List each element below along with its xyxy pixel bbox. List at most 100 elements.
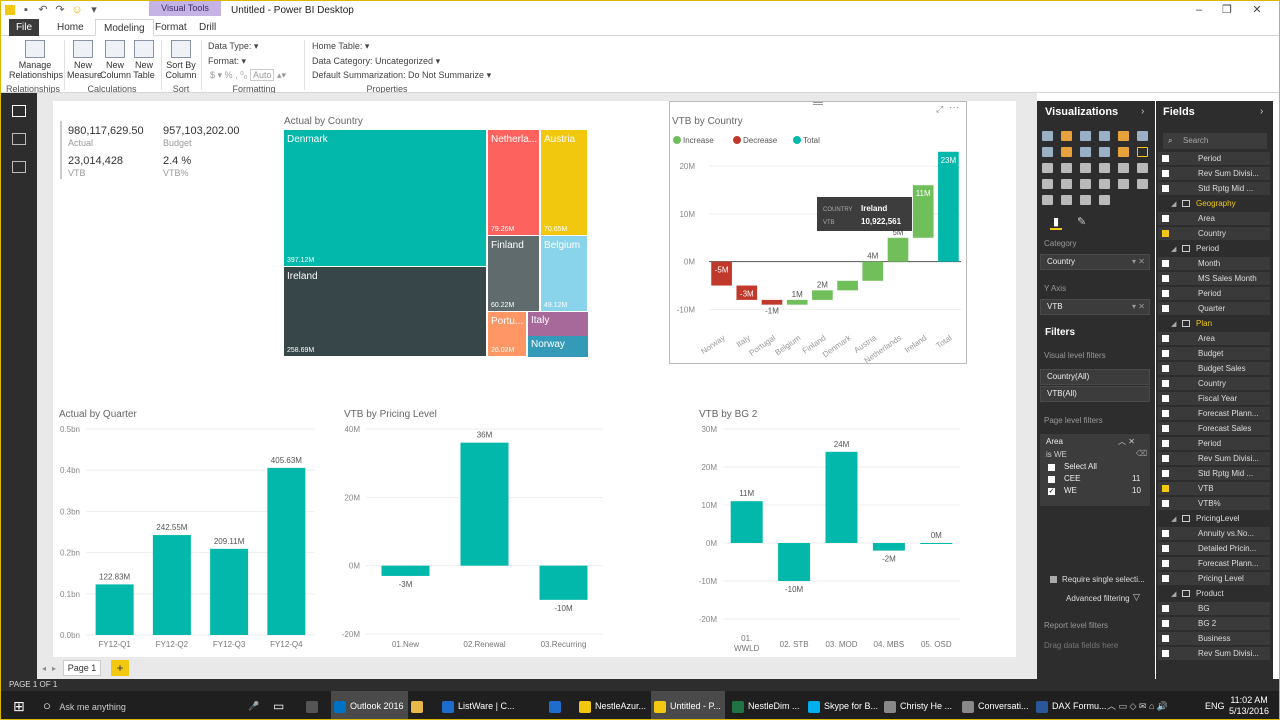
page-scroll-left-icon[interactable]: ◂: [42, 664, 47, 673]
treemap-tile[interactable]: Ireland 258.69M: [284, 267, 487, 357]
field-item[interactable]: Detailed Pricin...: [1158, 542, 1270, 555]
field-item[interactable]: Rev Sum Divisi...: [1158, 452, 1270, 465]
visual-type-icon[interactable]: [1137, 147, 1148, 157]
home-table-dropdown[interactable]: Home Table: ▾: [312, 41, 370, 51]
field-item[interactable]: Area: [1158, 212, 1270, 225]
add-page-button[interactable]: +: [111, 660, 129, 676]
field-item[interactable]: Budget Sales: [1158, 362, 1270, 375]
filter-vtb[interactable]: VTB(All): [1040, 386, 1150, 402]
field-item[interactable]: Fiscal Year: [1158, 392, 1270, 405]
more-options-icon[interactable]: ···: [949, 102, 959, 113]
field-item[interactable]: BG 2: [1158, 617, 1270, 630]
advanced-filtering-link[interactable]: Advanced filtering: [1066, 594, 1130, 603]
visual-type-icon[interactable]: [1137, 131, 1148, 141]
edge-browser-icon[interactable]: [549, 691, 565, 719]
tab-home[interactable]: Home: [57, 22, 84, 33]
treemap-tile[interactable]: Portu... 26.02M: [488, 312, 527, 357]
windows-start-icon[interactable]: ⊞: [13, 698, 25, 714]
taskbar-app[interactable]: Outlook 2016: [331, 691, 408, 719]
treemap-tile[interactable]: Italy: [528, 312, 588, 336]
field-item[interactable]: Forecast Plann...: [1158, 407, 1270, 420]
default-summarization-dropdown[interactable]: Default Summarization: Do Not Summarize …: [312, 70, 492, 80]
minimize-button[interactable]: –: [1195, 4, 1203, 16]
field-checkbox[interactable]: [1162, 560, 1169, 567]
visual-type-icon[interactable]: [1042, 179, 1053, 189]
treemap-tile[interactable]: Denmark 397.12M: [284, 130, 487, 267]
customize-qat-icon[interactable]: ▾: [91, 4, 97, 16]
field-checkbox[interactable]: [1162, 260, 1169, 267]
save-icon[interactable]: ▪: [24, 4, 28, 16]
field-checkbox[interactable]: [1162, 365, 1169, 372]
file-explorer-icon[interactable]: [411, 691, 427, 719]
field-checkbox[interactable]: [1162, 230, 1169, 237]
tab-file[interactable]: File: [9, 19, 39, 36]
visual-type-icon[interactable]: [1080, 131, 1091, 141]
visual-type-icon[interactable]: [1137, 179, 1148, 189]
collapse-visualizations-icon[interactable]: ›: [1141, 106, 1145, 117]
report-view-icon[interactable]: [12, 105, 26, 117]
field-item[interactable]: Std Rptg Mid ...: [1158, 182, 1270, 195]
taskbar-app[interactable]: Skype for B...: [805, 691, 882, 719]
field-checkbox[interactable]: [1162, 455, 1169, 462]
field-checkbox[interactable]: [1162, 305, 1169, 312]
we-checkbox[interactable]: ✓: [1048, 488, 1055, 495]
visual-type-icon[interactable]: [1080, 195, 1091, 205]
field-table[interactable]: ◢ Plan: [1158, 317, 1270, 330]
category-well[interactable]: Country ▾ ✕: [1040, 254, 1150, 270]
close-button[interactable]: ✕: [1252, 4, 1262, 16]
field-checkbox[interactable]: [1162, 440, 1169, 447]
treemap-tile[interactable]: Norway: [528, 336, 588, 357]
select-all-checkbox[interactable]: [1048, 464, 1055, 471]
drag-handle-icon[interactable]: [813, 102, 823, 105]
actual-by-quarter-chart[interactable]: 0.0bn 0.1bn 0.2bn 0.3bn 0.4bn 0.5bn 122.83M FY1…: [53, 419, 325, 655]
field-checkbox[interactable]: [1162, 410, 1169, 417]
taskbar-app[interactable]: Christy He ...: [881, 691, 956, 719]
taskbar-app[interactable]: NestleDim ...: [729, 691, 804, 719]
well-dropdown-icon[interactable]: ▾ ✕: [1132, 257, 1145, 266]
field-checkbox[interactable]: [1162, 170, 1169, 177]
field-item[interactable]: Budget: [1158, 347, 1270, 360]
field-item[interactable]: Forecast Plann...: [1158, 557, 1270, 570]
tab-drill[interactable]: Drill: [199, 22, 217, 33]
field-item[interactable]: VTB%: [1158, 497, 1270, 510]
field-checkbox[interactable]: [1162, 290, 1169, 297]
field-item[interactable]: Area: [1158, 332, 1270, 345]
restore-button[interactable]: ❐: [1222, 4, 1232, 16]
filter-collapse-icon[interactable]: ︿ ✕: [1118, 437, 1135, 446]
field-checkbox[interactable]: [1162, 470, 1169, 477]
percent-button[interactable]: %: [224, 70, 233, 80]
field-checkbox[interactable]: [1162, 575, 1169, 582]
system-tray-icons[interactable]: ︿ ▭ ◇ ✉ ⌂ 🔊: [1107, 701, 1169, 711]
format-tab-icon[interactable]: ✎: [1077, 216, 1087, 228]
format-dropdown[interactable]: Format: ▾: [208, 56, 247, 66]
field-item[interactable]: Business: [1158, 632, 1270, 645]
auto-decimals-field[interactable]: Auto: [249, 69, 275, 81]
field-item[interactable]: Quarter: [1158, 302, 1270, 315]
sort-by-column-button[interactable]: Sort By Column: [163, 40, 199, 80]
visual-type-icon[interactable]: [1061, 131, 1072, 141]
visual-type-icon[interactable]: [1099, 147, 1110, 157]
visual-type-icon[interactable]: [1099, 195, 1110, 205]
data-view-icon[interactable]: [12, 133, 26, 145]
taskbar-app[interactable]: Untitled - P...: [651, 691, 725, 719]
field-checkbox[interactable]: [1162, 650, 1169, 657]
new-column-button[interactable]: New Column: [100, 40, 131, 80]
yaxis-well[interactable]: VTB ▾ ✕: [1040, 299, 1150, 315]
visual-type-icon[interactable]: [1137, 163, 1148, 173]
field-item[interactable]: Period: [1158, 437, 1270, 450]
field-checkbox[interactable]: [1162, 395, 1169, 402]
treemap-tile[interactable]: Netherla... 79.26M: [488, 130, 540, 236]
undo-icon[interactable]: ↶: [38, 4, 48, 16]
visual-type-icon[interactable]: [1080, 147, 1091, 157]
visual-type-icon[interactable]: [1042, 163, 1053, 173]
visual-type-icon[interactable]: [1080, 163, 1091, 173]
decimal-places-icon[interactable]: ⁰₀: [240, 70, 248, 80]
manage-relationships-button[interactable]: Manage Relationships: [9, 40, 63, 80]
field-item[interactable]: Month: [1158, 257, 1270, 270]
visual-type-icon[interactable]: [1099, 179, 1110, 189]
currency-button[interactable]: $: [210, 70, 216, 80]
field-item[interactable]: Rev Sum Divisi...: [1158, 647, 1270, 660]
page-tab-1[interactable]: Page 1: [63, 660, 101, 676]
field-item[interactable]: Rev Sum Divisi...: [1158, 167, 1270, 180]
redo-icon[interactable]: ↷: [55, 4, 65, 16]
